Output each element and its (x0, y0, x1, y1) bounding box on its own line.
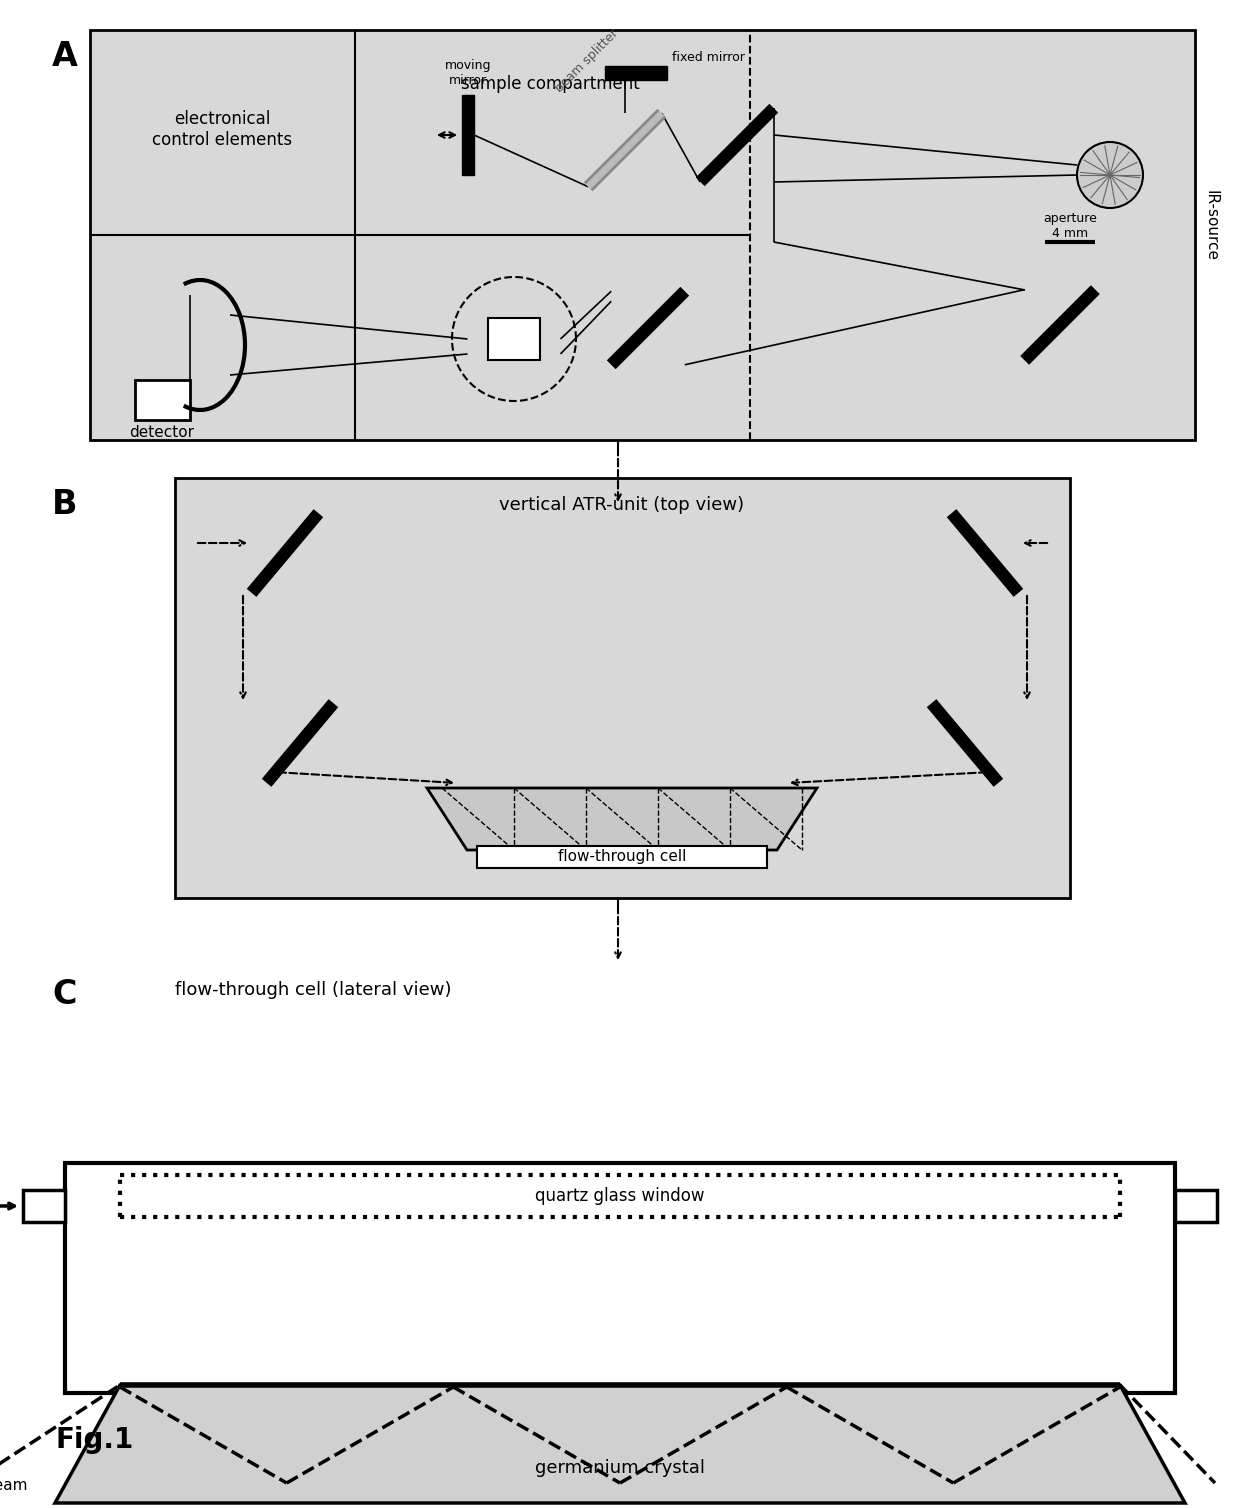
Text: aperture
4 mm: aperture 4 mm (1043, 213, 1097, 240)
Polygon shape (55, 1384, 1185, 1503)
Bar (24, 1190, 64, 1221)
Text: electronical
control elements: electronical control elements (153, 110, 293, 149)
Bar (477, 846, 768, 869)
Polygon shape (427, 789, 817, 851)
Text: quartz glass window: quartz glass window (536, 1187, 704, 1205)
Text: IR-beam: IR-beam (0, 1478, 29, 1493)
Text: A: A (52, 41, 78, 72)
Text: moving
mirror: moving mirror (445, 59, 491, 87)
Text: C: C (52, 979, 77, 1010)
Circle shape (1078, 142, 1143, 208)
Text: fixed mirror: fixed mirror (672, 51, 745, 63)
Text: flow-through cell (lateral view): flow-through cell (lateral view) (175, 982, 451, 998)
Text: B: B (52, 489, 77, 520)
Text: vertical ATR-unit (top view): vertical ATR-unit (top view) (500, 496, 744, 514)
Text: beam splitter: beam splitter (553, 27, 621, 95)
Bar (64, 1163, 1176, 1393)
Bar (605, 66, 667, 80)
Bar (175, 478, 1070, 897)
Text: flow-through cell: flow-through cell (558, 849, 686, 864)
Bar (1176, 1190, 1216, 1221)
Bar (135, 380, 190, 421)
Text: IR-source: IR-source (1203, 190, 1218, 261)
Text: germanium crystal: germanium crystal (534, 1460, 706, 1476)
Text: detector: detector (129, 425, 195, 440)
Bar (91, 30, 1195, 440)
Bar (489, 318, 539, 360)
Text: sample compartment: sample compartment (460, 75, 640, 93)
Text: Fig.1: Fig.1 (55, 1427, 133, 1454)
Bar (463, 95, 474, 175)
